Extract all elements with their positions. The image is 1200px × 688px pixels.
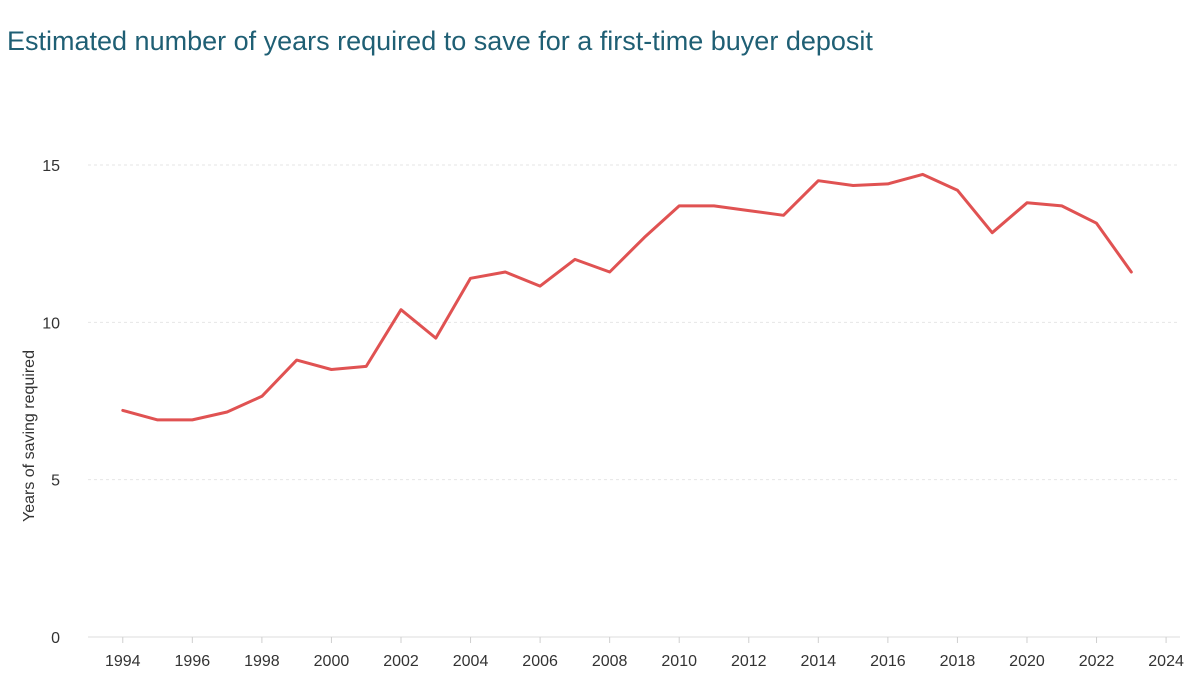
x-tick-label: 2018 bbox=[940, 653, 976, 670]
x-tick-label: 2016 bbox=[870, 653, 906, 670]
x-tick-label: 2008 bbox=[592, 653, 628, 670]
x-tick-label: 2004 bbox=[453, 653, 489, 670]
x-tick-label: 2010 bbox=[661, 653, 697, 670]
y-tick-label: 0 bbox=[51, 630, 60, 647]
y-tick-label: 15 bbox=[42, 158, 60, 175]
y-tick-label: 10 bbox=[42, 315, 60, 332]
axes: 0 5 10 15 1994 1996 1998 2000 2002 2004 2006 2008 20… bbox=[42, 158, 1184, 670]
x-tick-label: 2002 bbox=[383, 653, 419, 670]
x-tick-label: 2000 bbox=[314, 653, 350, 670]
x-tick-label: 2012 bbox=[731, 653, 767, 670]
gridlines bbox=[88, 164, 1180, 481]
x-tick-label: 1996 bbox=[175, 653, 211, 670]
x-tick-label: 2024 bbox=[1148, 653, 1184, 670]
x-tick-label: 1994 bbox=[105, 653, 141, 670]
x-tick-label: 2022 bbox=[1079, 653, 1115, 670]
x-tick-label: 2020 bbox=[1009, 653, 1045, 670]
series-line-0 bbox=[121, 172, 1133, 422]
y-axis-title: Years of saving required bbox=[21, 350, 38, 522]
chart-title: Estimated number of years required to sa… bbox=[7, 26, 873, 56]
series-layer bbox=[121, 172, 1133, 422]
y-tick-label: 5 bbox=[51, 473, 60, 490]
x-tick-label: 2014 bbox=[801, 653, 837, 670]
x-tick-label: 1998 bbox=[244, 653, 280, 670]
x-tick-label: 2006 bbox=[522, 653, 558, 670]
